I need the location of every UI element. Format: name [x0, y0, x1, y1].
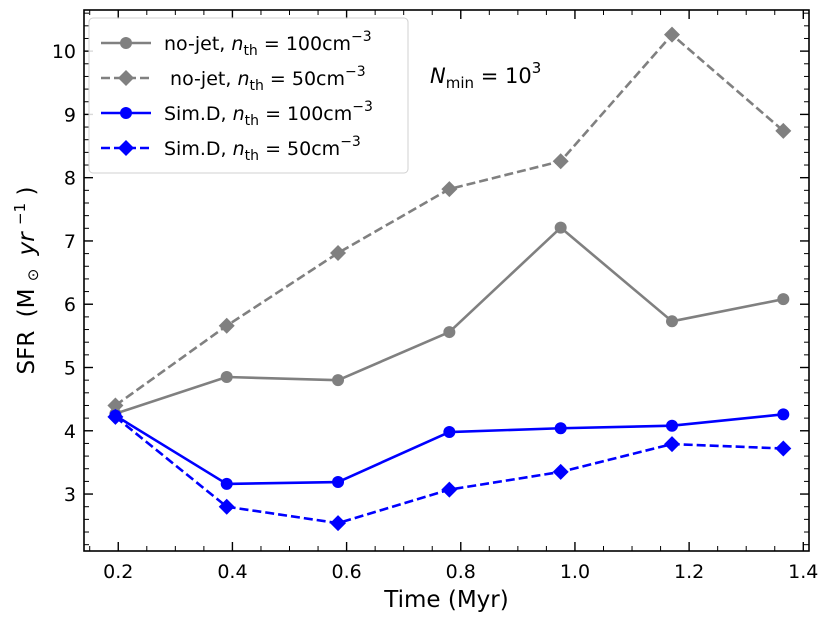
data-point	[554, 221, 567, 234]
data-point	[218, 498, 235, 515]
x-tick-label: 0.8	[446, 561, 476, 583]
legend-marker-3	[118, 140, 134, 156]
y-tick-label: 4	[64, 421, 76, 443]
legend-box	[88, 17, 409, 174]
y-tick-label: 8	[64, 168, 76, 190]
series-line-0	[114, 226, 784, 415]
data-point	[330, 244, 347, 261]
data-point	[777, 408, 790, 421]
x-tick-label: 1.0	[560, 561, 590, 583]
legend-marker-2	[120, 107, 132, 119]
data-point	[220, 477, 233, 490]
y-tick-label: 3	[64, 484, 76, 506]
data-point	[218, 317, 235, 334]
series-layer	[107, 26, 792, 532]
data-point	[441, 181, 458, 198]
plot-frame	[83, 9, 810, 552]
data-point	[220, 370, 233, 383]
x-tick-label: 0.4	[217, 561, 247, 583]
data-point	[443, 326, 456, 339]
series-0	[109, 221, 790, 420]
series-2	[109, 408, 790, 490]
data-point	[777, 293, 790, 306]
data-point	[775, 122, 792, 139]
y-tick-label: 9	[64, 104, 76, 126]
x-tick-label: 1.2	[674, 561, 704, 583]
y-axis-label-close: )	[14, 187, 40, 196]
series-line-2	[114, 413, 784, 486]
data-point	[665, 315, 678, 328]
y-axis-label-sun: ⊙	[24, 269, 42, 282]
legend-label-2: Sim.D, nth = 100cm−3	[164, 99, 373, 129]
data-point	[554, 422, 567, 435]
data-point	[663, 436, 680, 453]
x-tick-label: 0.2	[103, 561, 133, 583]
data-point	[663, 26, 680, 43]
data-point	[552, 153, 569, 170]
legend-samples	[101, 37, 151, 156]
data-point	[330, 515, 347, 532]
data-point	[332, 374, 345, 387]
x-tick-label: 0.6	[331, 561, 361, 583]
y-tick-label: 10	[52, 41, 76, 63]
y-axis-label-exp: −1	[11, 203, 29, 225]
data-point	[552, 463, 569, 480]
y-tick-label: 6	[64, 294, 76, 316]
data-point	[665, 419, 678, 432]
series-1	[107, 26, 792, 414]
series-3	[107, 408, 792, 532]
x-tick-label: 1.4	[788, 561, 818, 583]
legend-label-1: no-jet, nth = 50cm−3	[164, 64, 366, 94]
ticks-layer: 0.2 0.4 0.6 0.8 1.0 1.2 1.4 3 4 5 6 7 8 9 10	[52, 10, 818, 583]
legend-label-3: Sim.D, nth = 50cm−3	[164, 134, 361, 164]
y-axis-label: SFR (M ⊙ yr −1 )	[5, 187, 44, 375]
data-point	[107, 397, 124, 414]
data-point	[775, 440, 792, 457]
nmin-annotation: Nmin = 103	[430, 59, 541, 92]
y-tick-label: 5	[64, 358, 76, 380]
y-tick-label: 7	[64, 231, 76, 253]
y-axis-label-unit: (M	[14, 289, 40, 318]
y-axis-label-yr: yr	[14, 231, 40, 257]
legend: no-jet, nth = 100cm−3 no-jet, nth = 50cm…	[88, 17, 409, 174]
data-point	[332, 476, 345, 489]
legend-marker-1	[118, 70, 134, 86]
y-axis-label-prefix: SFR	[14, 331, 40, 375]
data-point	[443, 426, 456, 439]
x-axis-label: Time (Myr)	[383, 587, 508, 613]
data-point	[441, 481, 458, 498]
legend-label-0: no-jet, nth = 100cm−3	[164, 29, 372, 59]
legend-marker-0	[120, 37, 132, 49]
data-point	[107, 408, 124, 425]
